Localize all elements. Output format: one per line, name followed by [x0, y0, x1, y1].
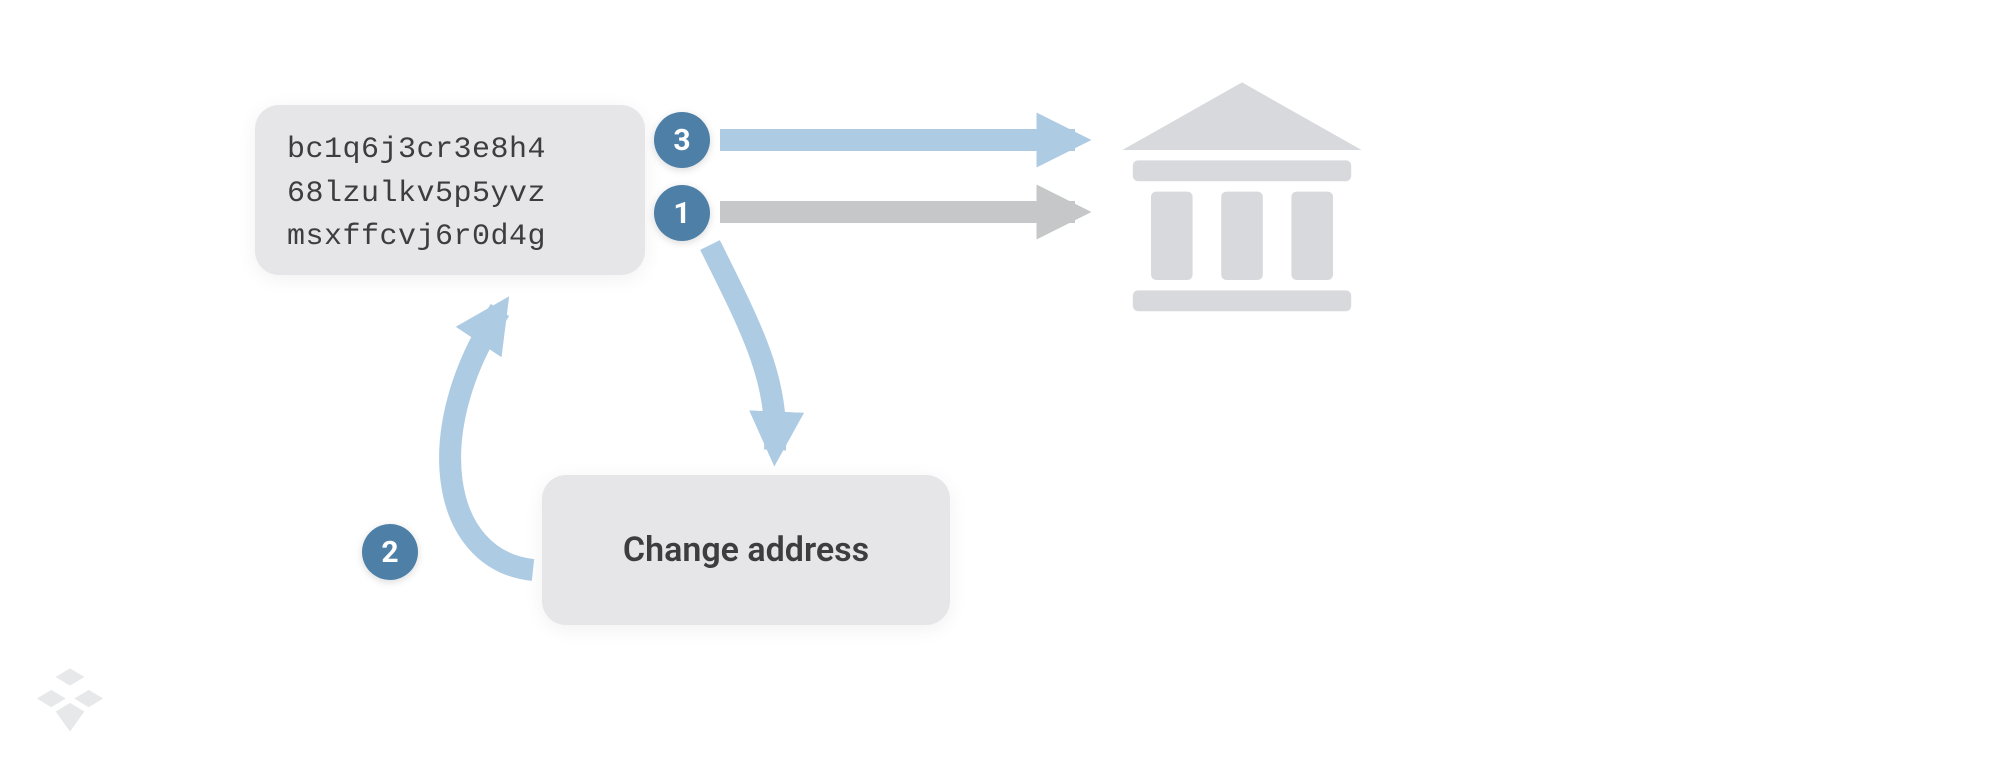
brand-logo-icon — [34, 664, 106, 736]
step-badge-1: 1 — [654, 185, 710, 241]
step-badge-3: 3 — [654, 112, 710, 168]
step-badge-2: 2 — [362, 524, 418, 580]
bank-icon — [1112, 72, 1372, 332]
change-address-box: Change address — [542, 475, 950, 625]
arrow-2 — [450, 310, 533, 570]
change-address-label: Change address — [623, 530, 869, 570]
wallet-address: bc1q6j3cr3e8h4 68lzulkv5p5yvz msxffcvj6r… — [287, 129, 613, 260]
arrow-1 — [710, 245, 775, 450]
address-box: bc1q6j3cr3e8h4 68lzulkv5p5yvz msxffcvj6r… — [255, 105, 645, 275]
